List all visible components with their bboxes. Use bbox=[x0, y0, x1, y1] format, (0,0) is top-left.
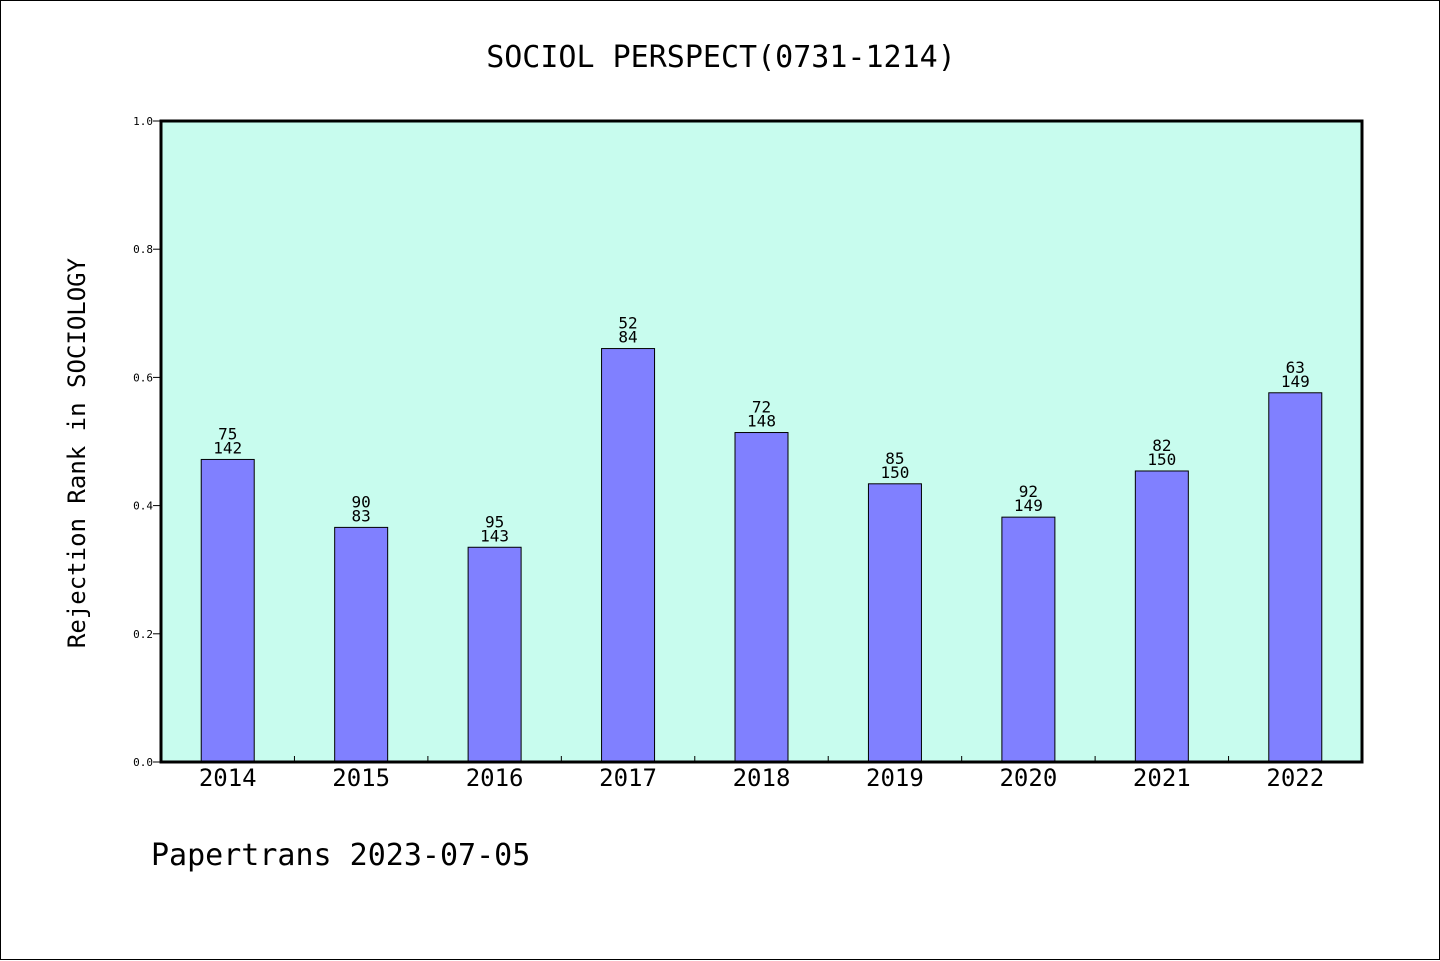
y-tick-label: 0.6 bbox=[133, 371, 153, 384]
y-tick-label: 0.0 bbox=[133, 756, 153, 769]
bar-2018 bbox=[734, 432, 789, 763]
bar-label-bottom: 84 bbox=[618, 328, 637, 347]
x-tick-label: 2016 bbox=[466, 764, 524, 792]
bar-label-top: 72 bbox=[752, 398, 771, 417]
y-axis-label: Rejection Rank in SOCIOLOGY bbox=[63, 257, 91, 648]
bar-label-bottom: 150 bbox=[1147, 450, 1176, 469]
y-tick-label: 0.2 bbox=[133, 628, 153, 641]
bar-label-bottom: 148 bbox=[747, 412, 776, 431]
y-tick-label: 0.4 bbox=[133, 500, 153, 513]
x-tick-label: 2019 bbox=[866, 764, 924, 792]
bar-label-bottom: 83 bbox=[352, 506, 371, 525]
bar-label-top: 52 bbox=[618, 314, 637, 333]
bar-2015 bbox=[334, 526, 389, 763]
x-tick-label: 2020 bbox=[999, 764, 1057, 792]
bar-label-top: 92 bbox=[1019, 482, 1038, 501]
bar-label-top: 95 bbox=[485, 512, 504, 531]
x-tick-label: 2021 bbox=[1133, 764, 1191, 792]
x-tick-label: 2018 bbox=[733, 764, 791, 792]
bar-label-bottom: 142 bbox=[213, 438, 242, 457]
y-axis-ticks: 0.0 0.2 0.4 0.6 0.8 1.0 bbox=[133, 115, 161, 769]
x-tick-label: 2022 bbox=[1266, 764, 1324, 792]
bar-label-top: 75 bbox=[218, 424, 237, 443]
bar-2022 bbox=[1268, 392, 1323, 763]
bar-label-bottom: 149 bbox=[1281, 372, 1310, 391]
bar-label-bottom: 150 bbox=[880, 463, 909, 482]
bar-2016 bbox=[467, 546, 522, 763]
bar-label-bottom: 143 bbox=[480, 526, 509, 545]
x-tick-label: 2014 bbox=[199, 764, 257, 792]
bar-2014 bbox=[200, 458, 255, 763]
bar-label-top: 82 bbox=[1152, 436, 1171, 455]
plot-border bbox=[159, 119, 1364, 764]
x-tick-label: 2015 bbox=[332, 764, 390, 792]
footer-text: Papertrans 2023-07-05 bbox=[151, 838, 530, 873]
bar-2019 bbox=[867, 483, 922, 763]
chart-title: SOCIOL PERSPECT(0731-1214) bbox=[486, 40, 956, 75]
bar-label-top: 63 bbox=[1286, 358, 1305, 377]
x-axis-ticks: 2014 2015 2016 2017 2018 2019 2020 2021 2022 bbox=[199, 756, 1324, 792]
y-tick-label: 0.8 bbox=[133, 243, 153, 256]
bar-label-top: 85 bbox=[885, 449, 904, 468]
bar-label-top: 90 bbox=[352, 492, 371, 511]
y-tick-label: 1.0 bbox=[133, 115, 153, 128]
bar-label-bottom: 149 bbox=[1014, 496, 1043, 515]
bar-2021 bbox=[1134, 470, 1189, 763]
x-tick-label: 2017 bbox=[599, 764, 657, 792]
bar-2020 bbox=[1001, 516, 1056, 763]
bar-2017 bbox=[601, 348, 656, 763]
